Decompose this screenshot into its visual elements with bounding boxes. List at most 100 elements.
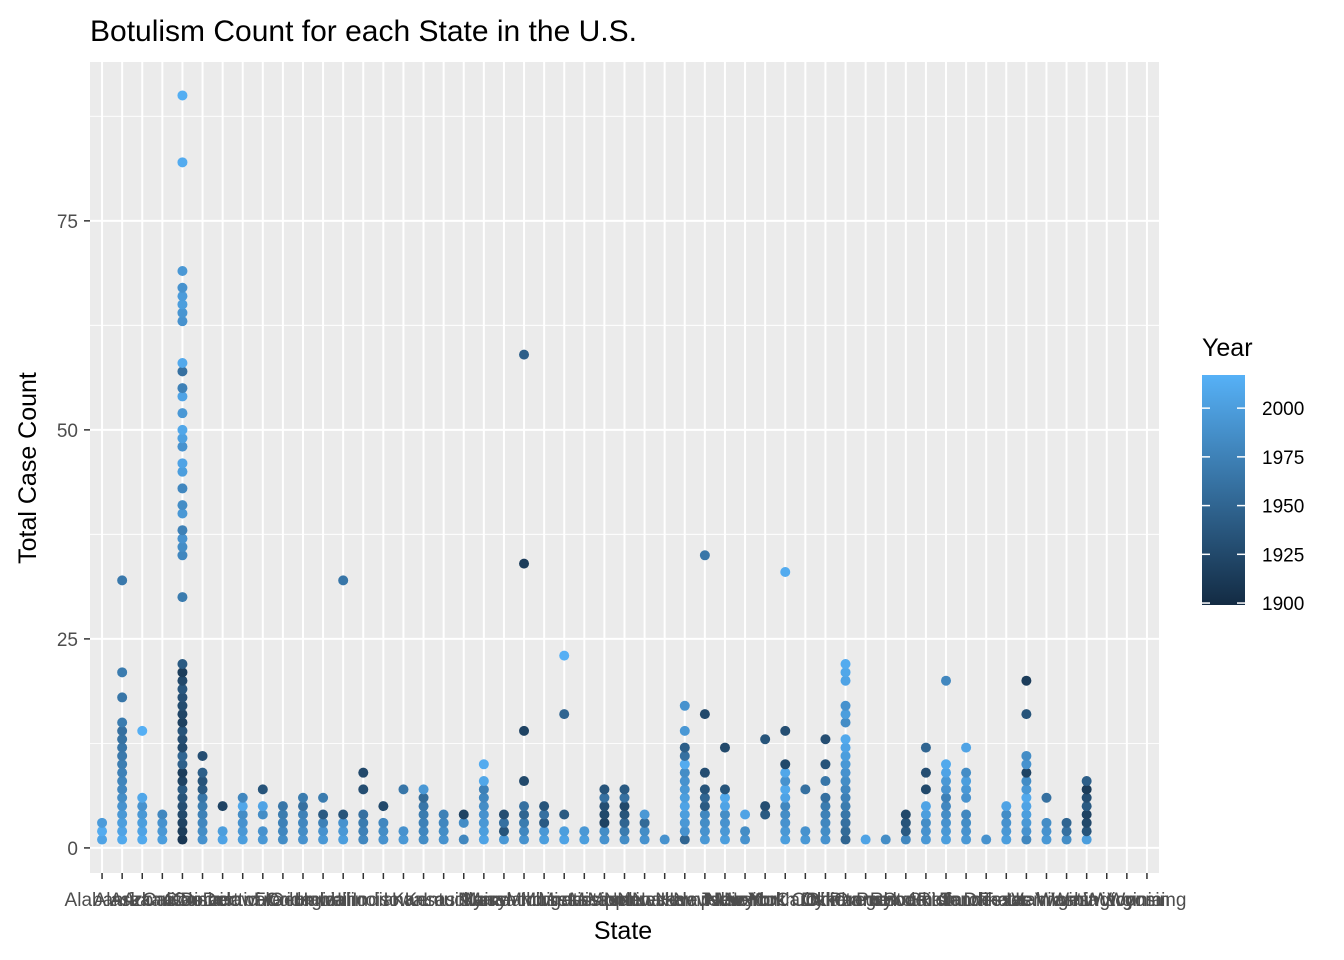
x-tick-label: Rhode Island: [870, 890, 982, 911]
data-point: [941, 792, 952, 803]
x-tick-label: Mississippi: [538, 890, 630, 911]
data-point: [1041, 792, 1052, 803]
data-point: [97, 817, 108, 828]
data-point: [719, 801, 730, 812]
data-point: [1021, 750, 1032, 761]
data-point: [820, 759, 831, 770]
data-point: [137, 826, 148, 837]
data-point: [177, 776, 188, 787]
x-tick-label: Wisconsin: [1084, 890, 1171, 911]
data-point: [780, 784, 791, 795]
data-point: [1021, 826, 1032, 837]
data-point: [1001, 826, 1012, 837]
data-point: [519, 801, 530, 812]
data-point: [418, 826, 429, 837]
data-point: [478, 784, 489, 795]
data-point: [197, 834, 208, 845]
data-point: [117, 692, 128, 703]
data-point: [639, 826, 650, 837]
data-point: [177, 307, 188, 318]
data-point: [961, 792, 972, 803]
data-point: [318, 834, 329, 845]
data-point: [1021, 792, 1032, 803]
data-point: [318, 817, 329, 828]
data-point: [519, 809, 530, 820]
data-point: [177, 809, 188, 820]
data-point: [1081, 801, 1092, 812]
data-point: [177, 508, 188, 519]
data-point: [137, 817, 148, 828]
data-point: [137, 801, 148, 812]
x-tick-label: District of Columbia: [180, 890, 345, 911]
data-point: [679, 776, 690, 787]
data-point: [378, 817, 389, 828]
data-point: [920, 742, 931, 753]
x-tick-label: Virginia: [1035, 890, 1098, 911]
data-point: [458, 834, 469, 845]
data-point: [277, 817, 288, 828]
x-tick-label: Maryland: [465, 890, 543, 911]
data-point: [277, 834, 288, 845]
y-tick-label: 50: [57, 421, 78, 442]
data-point: [820, 801, 831, 812]
data-point: [1081, 776, 1092, 787]
data-point: [177, 383, 188, 394]
data-point: [177, 592, 188, 603]
data-point: [338, 817, 349, 828]
legend-tick-label: 1900: [1262, 594, 1304, 615]
data-point: [719, 809, 730, 820]
data-point: [1021, 776, 1032, 787]
data-point: [699, 809, 710, 820]
data-point: [840, 784, 851, 795]
data-point: [177, 550, 188, 561]
data-point: [941, 834, 952, 845]
data-point: [157, 809, 168, 820]
data-point: [740, 809, 751, 820]
x-tick-label: Minnesota: [520, 890, 608, 911]
data-point: [177, 282, 188, 293]
data-point: [519, 826, 530, 837]
data-point: [438, 826, 449, 837]
data-point: [277, 826, 288, 837]
data-point: [297, 817, 308, 828]
data-point: [237, 809, 248, 820]
data-point: [780, 767, 791, 778]
data-point: [1001, 801, 1012, 812]
data-point: [659, 834, 670, 845]
data-point: [619, 817, 630, 828]
data-point: [358, 826, 369, 837]
data-point: [338, 809, 349, 820]
data-point: [780, 725, 791, 736]
data-point: [398, 834, 409, 845]
data-point: [840, 801, 851, 812]
data-point: [257, 801, 268, 812]
y-axis-title: Total Case Count: [14, 372, 42, 564]
data-point: [559, 650, 570, 661]
x-tick-label: California: [142, 890, 223, 911]
data-point: [840, 667, 851, 678]
data-point: [780, 817, 791, 828]
data-point: [800, 784, 811, 795]
data-point: [177, 157, 188, 168]
data-point: [941, 675, 952, 686]
x-tick-label: Connecticut: [172, 890, 273, 911]
data-point: [961, 742, 972, 753]
x-tick-label: Delaware: [203, 890, 283, 911]
data-point: [177, 692, 188, 703]
data-point: [197, 817, 208, 828]
data-point: [679, 700, 690, 711]
x-tick-label: Ohio: [805, 890, 845, 911]
x-tick-label: North Dakota: [749, 890, 861, 911]
x-tick-label: Idaho: [319, 890, 367, 911]
data-point: [900, 809, 911, 820]
data-point: [338, 575, 349, 586]
data-point: [197, 750, 208, 761]
data-point: [719, 826, 730, 837]
data-point: [1081, 826, 1092, 837]
data-point: [679, 759, 690, 770]
x-tick-label: Oregon: [834, 890, 897, 911]
data-point: [599, 801, 610, 812]
x-tick-label: Wyoming: [1107, 890, 1186, 911]
data-point: [177, 266, 188, 277]
data-point: [519, 558, 530, 569]
